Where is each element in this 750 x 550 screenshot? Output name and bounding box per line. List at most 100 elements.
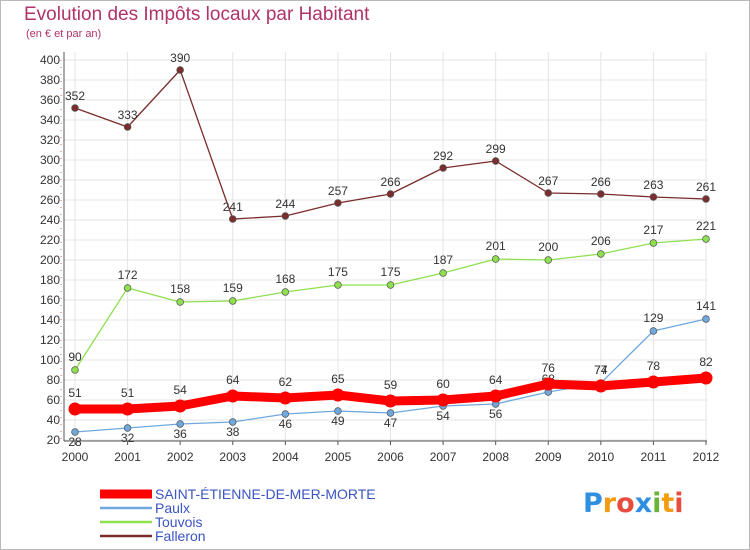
- data-point: [281, 212, 290, 220]
- data-label: 201: [486, 239, 506, 253]
- data-point: [173, 399, 187, 413]
- y-tick-label: 380: [40, 73, 60, 87]
- y-tick-label: 200: [40, 253, 60, 267]
- data-point: [123, 284, 132, 292]
- data-label: 261: [696, 180, 716, 194]
- data-label: 267: [538, 174, 558, 188]
- data-label: 56: [489, 407, 503, 421]
- data-label: 352: [65, 89, 85, 103]
- data-label: 257: [328, 184, 348, 198]
- data-label: 175: [380, 265, 400, 279]
- data-point: [646, 375, 660, 389]
- data-label: 59: [384, 378, 398, 392]
- data-point: [123, 123, 132, 131]
- data-point: [386, 190, 395, 198]
- data-point: [384, 394, 397, 408]
- data-label: 187: [433, 253, 453, 267]
- data-point: [439, 269, 447, 277]
- logo-letter: x: [634, 488, 653, 519]
- data-label: 200: [538, 240, 558, 254]
- data-label: 159: [223, 281, 243, 295]
- logo-letter: i: [652, 488, 662, 519]
- data-point: [649, 327, 658, 335]
- data-label: 32: [121, 431, 135, 445]
- x-tick-label: 2004: [272, 450, 299, 464]
- logo-letter: i: [674, 488, 684, 519]
- y-tick-label: 300: [40, 153, 60, 167]
- y-tick-label: 60: [47, 393, 61, 407]
- y-tick-label: 220: [40, 233, 60, 247]
- data-label: 64: [226, 373, 240, 387]
- data-point: [702, 235, 710, 243]
- x-tick-label: 2009: [535, 450, 562, 464]
- data-point: [544, 256, 552, 264]
- x-tick-label: 2001: [114, 450, 141, 464]
- data-point: [226, 389, 240, 403]
- data-label: 244: [275, 197, 295, 211]
- data-point: [491, 255, 500, 263]
- data-point: [597, 250, 605, 258]
- data-point: [334, 199, 342, 207]
- data-label: 221: [696, 219, 716, 233]
- y-tick-label: 340: [40, 113, 60, 127]
- y-tick-label: 140: [40, 313, 60, 327]
- y-tick-label: 120: [40, 333, 60, 347]
- data-label: 129: [643, 311, 663, 325]
- logo-letter: r: [602, 488, 617, 519]
- data-point: [71, 104, 79, 112]
- data-point: [702, 195, 710, 203]
- data-label: 47: [384, 416, 398, 430]
- data-point: [281, 410, 290, 418]
- y-tick-label: 240: [40, 213, 60, 227]
- data-point: [71, 428, 79, 436]
- data-point: [278, 391, 292, 405]
- chart-subtitle: (en € et par an): [26, 28, 102, 40]
- x-tick-label: 2005: [325, 450, 352, 464]
- data-label: 74: [594, 363, 608, 377]
- y-tick-label: 20: [47, 433, 61, 447]
- data-point: [176, 66, 184, 74]
- logo-letter: o: [616, 488, 635, 519]
- y-tick-label: 320: [40, 133, 60, 147]
- data-point: [386, 409, 395, 417]
- data-point: [71, 366, 79, 374]
- data-point: [176, 298, 184, 306]
- data-label: 333: [118, 108, 138, 122]
- data-point: [649, 239, 658, 247]
- x-tick-label: 2010: [587, 450, 614, 464]
- data-point: [176, 420, 184, 428]
- data-label: 263: [643, 178, 663, 192]
- plot-area: [64, 52, 707, 441]
- data-label: 62: [279, 375, 293, 389]
- data-label: 82: [699, 355, 713, 369]
- x-tick-label: 2007: [430, 450, 457, 464]
- chart-title: Evolution des Impôts locaux par Habitant: [24, 4, 370, 25]
- x-tick-label: 2012: [693, 450, 720, 464]
- y-tick-label: 80: [47, 373, 61, 387]
- data-point: [229, 418, 237, 426]
- data-point: [281, 288, 290, 296]
- data-label: 76: [542, 361, 556, 375]
- data-label: 28: [68, 435, 82, 449]
- data-point: [649, 193, 658, 201]
- data-point: [489, 389, 503, 403]
- data-label: 175: [328, 265, 348, 279]
- data-label: 266: [591, 175, 611, 189]
- data-label: 266: [380, 175, 400, 189]
- legend-label: Paulx: [155, 500, 190, 516]
- data-label: 90: [68, 350, 82, 364]
- data-label: 292: [433, 149, 453, 163]
- y-tick-label: 40: [47, 413, 61, 427]
- data-point: [229, 297, 237, 305]
- data-label: 299: [486, 142, 506, 156]
- y-tick-label: 100: [40, 353, 60, 367]
- data-point: [334, 407, 342, 415]
- y-tick-label: 260: [40, 193, 60, 207]
- data-point: [699, 371, 713, 385]
- y-tick-label: 160: [40, 293, 60, 307]
- data-label: 241: [223, 200, 243, 214]
- x-tick-label: 2002: [167, 450, 194, 464]
- data-label: 49: [331, 414, 345, 428]
- data-label: 36: [173, 427, 187, 441]
